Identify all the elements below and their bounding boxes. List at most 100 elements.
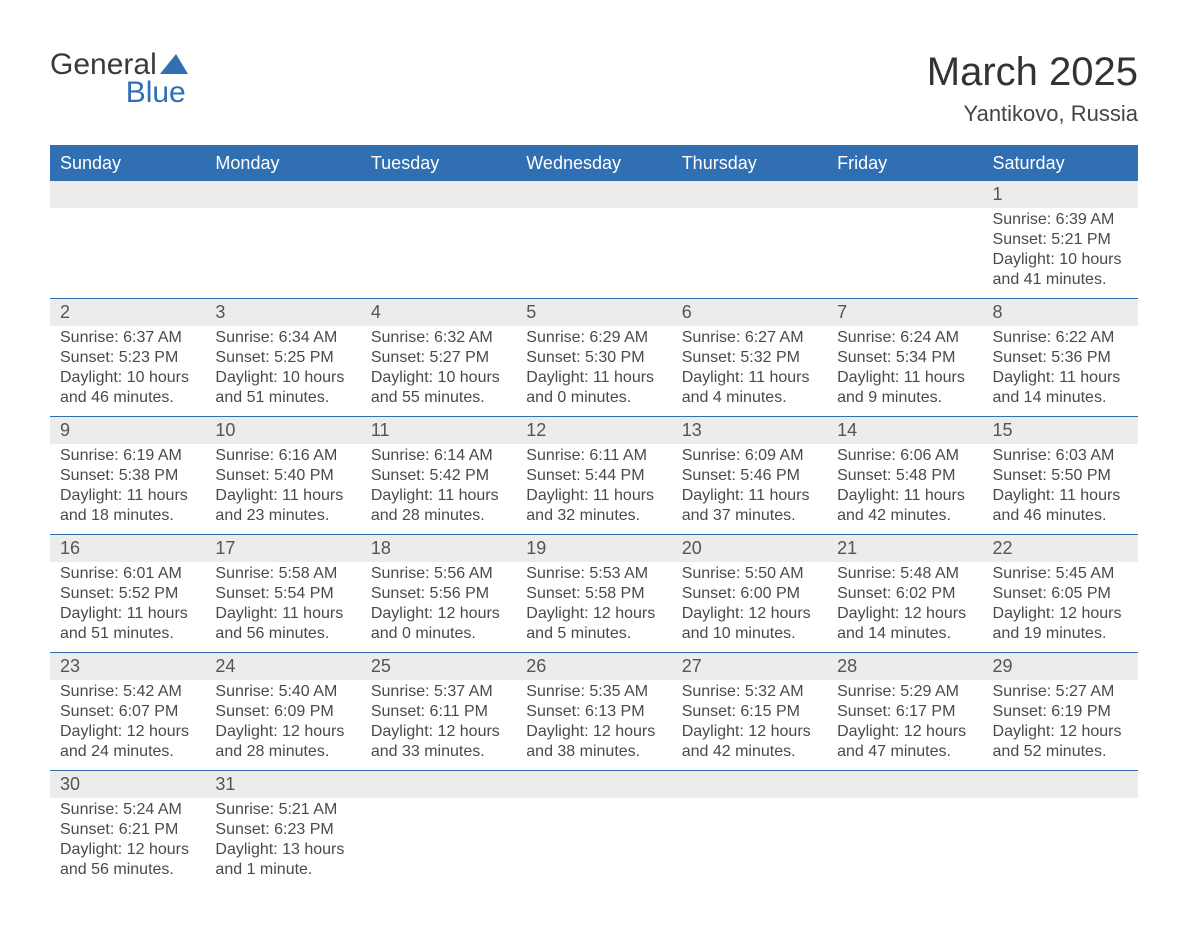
day-cell <box>672 208 827 299</box>
sunset-text: Sunset: 6:23 PM <box>215 820 350 840</box>
day-number: 2 <box>50 299 205 327</box>
sunset-text: Sunset: 6:07 PM <box>60 702 195 722</box>
day-number: 30 <box>50 771 205 799</box>
day-cell: Sunrise: 5:29 AMSunset: 6:17 PMDaylight:… <box>827 680 982 771</box>
day-cell: Sunrise: 5:45 AMSunset: 6:05 PMDaylight:… <box>983 562 1138 653</box>
day-number: 6 <box>672 299 827 327</box>
sunrise-text: Sunrise: 6:03 AM <box>993 446 1128 466</box>
sunrise-text: Sunrise: 5:56 AM <box>371 564 506 584</box>
day-number: 4 <box>361 299 516 327</box>
day-number: 19 <box>516 535 671 563</box>
sunset-text: Sunset: 5:34 PM <box>837 348 972 368</box>
dl2-text: and 51 minutes. <box>215 388 350 408</box>
dl2-text: and 5 minutes. <box>526 624 661 644</box>
dl1-text: Daylight: 12 hours <box>526 604 661 624</box>
dl1-text: Daylight: 12 hours <box>682 722 817 742</box>
day-number: 28 <box>827 653 982 681</box>
sunrise-text: Sunrise: 6:37 AM <box>60 328 195 348</box>
sunset-text: Sunset: 5:23 PM <box>60 348 195 368</box>
dl1-text: Daylight: 11 hours <box>215 604 350 624</box>
sunset-text: Sunset: 6:09 PM <box>215 702 350 722</box>
dl1-text: Daylight: 12 hours <box>993 722 1128 742</box>
sunset-text: Sunset: 5:58 PM <box>526 584 661 604</box>
weekday-header: Sunday <box>50 146 205 181</box>
dl1-text: Daylight: 12 hours <box>682 604 817 624</box>
day-number-row: 9101112131415 <box>50 417 1138 445</box>
dl2-text: and 46 minutes. <box>60 388 195 408</box>
weekday-header-row: Sunday Monday Tuesday Wednesday Thursday… <box>50 146 1138 181</box>
day-cell <box>983 798 1138 888</box>
sunset-text: Sunset: 5:27 PM <box>371 348 506 368</box>
day-cell <box>672 798 827 888</box>
day-number: 16 <box>50 535 205 563</box>
day-number <box>516 181 671 209</box>
dl2-text: and 0 minutes. <box>526 388 661 408</box>
day-number: 3 <box>205 299 360 327</box>
dl2-text: and 51 minutes. <box>60 624 195 644</box>
dl2-text: and 32 minutes. <box>526 506 661 526</box>
dl2-text: and 55 minutes. <box>371 388 506 408</box>
dl2-text: and 23 minutes. <box>215 506 350 526</box>
sunset-text: Sunset: 5:56 PM <box>371 584 506 604</box>
sunset-text: Sunset: 5:42 PM <box>371 466 506 486</box>
day-data-row: Sunrise: 6:01 AMSunset: 5:52 PMDaylight:… <box>50 562 1138 653</box>
day-cell: Sunrise: 6:16 AMSunset: 5:40 PMDaylight:… <box>205 444 360 535</box>
logo: General Blue <box>50 50 188 108</box>
day-cell: Sunrise: 6:19 AMSunset: 5:38 PMDaylight:… <box>50 444 205 535</box>
dl1-text: Daylight: 10 hours <box>60 368 195 388</box>
day-number: 29 <box>983 653 1138 681</box>
dl1-text: Daylight: 11 hours <box>60 486 195 506</box>
day-cell: Sunrise: 6:29 AMSunset: 5:30 PMDaylight:… <box>516 326 671 417</box>
day-number: 7 <box>827 299 982 327</box>
sunset-text: Sunset: 5:30 PM <box>526 348 661 368</box>
day-number <box>205 181 360 209</box>
dl2-text: and 10 minutes. <box>682 624 817 644</box>
day-data-row: Sunrise: 5:24 AMSunset: 6:21 PMDaylight:… <box>50 798 1138 888</box>
sunrise-text: Sunrise: 6:11 AM <box>526 446 661 466</box>
dl1-text: Daylight: 10 hours <box>215 368 350 388</box>
dl1-text: Daylight: 11 hours <box>526 486 661 506</box>
sunrise-text: Sunrise: 6:39 AM <box>993 210 1128 230</box>
day-cell: Sunrise: 5:35 AMSunset: 6:13 PMDaylight:… <box>516 680 671 771</box>
day-number: 18 <box>361 535 516 563</box>
sunrise-text: Sunrise: 6:06 AM <box>837 446 972 466</box>
day-number: 13 <box>672 417 827 445</box>
dl1-text: Daylight: 11 hours <box>682 486 817 506</box>
day-cell: Sunrise: 6:39 AMSunset: 5:21 PMDaylight:… <box>983 208 1138 299</box>
day-number: 15 <box>983 417 1138 445</box>
day-number: 12 <box>516 417 671 445</box>
day-cell: Sunrise: 5:50 AMSunset: 6:00 PMDaylight:… <box>672 562 827 653</box>
day-data-row: Sunrise: 5:42 AMSunset: 6:07 PMDaylight:… <box>50 680 1138 771</box>
dl2-text: and 9 minutes. <box>837 388 972 408</box>
day-number-row: 1 <box>50 181 1138 209</box>
day-number <box>516 771 671 799</box>
sunset-text: Sunset: 6:21 PM <box>60 820 195 840</box>
page-title: March 2025 <box>927 50 1138 95</box>
sunset-text: Sunset: 5:44 PM <box>526 466 661 486</box>
day-number-row: 16171819202122 <box>50 535 1138 563</box>
sunset-text: Sunset: 5:21 PM <box>993 230 1128 250</box>
day-cell: Sunrise: 5:40 AMSunset: 6:09 PMDaylight:… <box>205 680 360 771</box>
day-number: 23 <box>50 653 205 681</box>
weekday-header: Wednesday <box>516 146 671 181</box>
dl2-text: and 14 minutes. <box>837 624 972 644</box>
dl1-text: Daylight: 12 hours <box>993 604 1128 624</box>
day-cell: Sunrise: 6:11 AMSunset: 5:44 PMDaylight:… <box>516 444 671 535</box>
dl1-text: Daylight: 11 hours <box>993 486 1128 506</box>
sunset-text: Sunset: 5:54 PM <box>215 584 350 604</box>
day-cell: Sunrise: 6:03 AMSunset: 5:50 PMDaylight:… <box>983 444 1138 535</box>
dl1-text: Daylight: 12 hours <box>526 722 661 742</box>
day-number: 14 <box>827 417 982 445</box>
day-number: 17 <box>205 535 360 563</box>
day-cell <box>205 208 360 299</box>
day-number: 25 <box>361 653 516 681</box>
sunset-text: Sunset: 5:36 PM <box>993 348 1128 368</box>
day-cell: Sunrise: 5:58 AMSunset: 5:54 PMDaylight:… <box>205 562 360 653</box>
sunrise-text: Sunrise: 6:14 AM <box>371 446 506 466</box>
sunset-text: Sunset: 5:32 PM <box>682 348 817 368</box>
sunrise-text: Sunrise: 5:58 AM <box>215 564 350 584</box>
day-cell: Sunrise: 5:24 AMSunset: 6:21 PMDaylight:… <box>50 798 205 888</box>
dl1-text: Daylight: 12 hours <box>837 604 972 624</box>
day-cell <box>361 208 516 299</box>
dl1-text: Daylight: 10 hours <box>371 368 506 388</box>
